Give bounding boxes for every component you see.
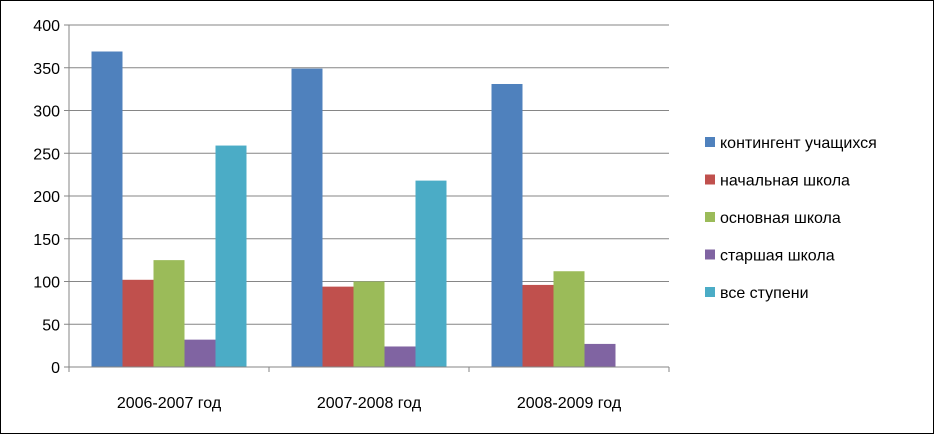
axes	[64, 24, 670, 372]
bar	[553, 271, 585, 367]
legend-label: все ступени	[720, 285, 809, 302]
legend-label: старшая школа	[720, 248, 835, 265]
y-tick-label: 200	[33, 189, 60, 206]
legend-swatch	[705, 174, 715, 185]
bar	[291, 68, 323, 367]
bar	[91, 51, 123, 367]
legend-label: основная школа	[720, 210, 841, 227]
y-tick-label: 300	[33, 104, 60, 121]
x-tick-label: 2008-2009 год	[517, 395, 622, 412]
bar	[184, 339, 216, 367]
bar	[491, 83, 523, 368]
y-tick-label: 400	[33, 18, 60, 35]
y-tick-label: 50	[42, 317, 60, 334]
legend-label: начальная школа	[720, 173, 850, 190]
bars	[91, 51, 616, 368]
y-tick-label: 250	[33, 146, 60, 163]
bar	[415, 180, 447, 367]
bar	[153, 260, 185, 367]
y-tick-label: 0	[51, 360, 60, 377]
y-tick-labels: 0 50 100 150 200 250 300 350 400	[33, 18, 60, 377]
legend-label: контингент учащихся	[720, 135, 877, 152]
x-tick-label: 2007-2008 год	[317, 395, 422, 412]
bar	[522, 284, 554, 367]
bar	[122, 279, 154, 367]
y-tick-label: 100	[33, 275, 60, 292]
y-tick-label: 350	[33, 61, 60, 78]
bar	[215, 145, 247, 367]
legend-swatch	[705, 212, 715, 222]
legend-swatch	[705, 249, 715, 260]
bar	[322, 286, 354, 367]
legend-swatch	[705, 137, 715, 147]
y-tick-label: 150	[33, 232, 60, 249]
legend-swatch	[705, 287, 715, 297]
bar	[584, 343, 616, 367]
legend: контингент учащихся начальная школа основн…	[705, 135, 877, 302]
x-tick-labels: 2006-2007 год 2007-2008 год 2008-2009 год	[117, 395, 622, 412]
bar	[384, 346, 416, 367]
x-tick-label: 2006-2007 год	[117, 395, 222, 412]
bar	[353, 281, 385, 367]
